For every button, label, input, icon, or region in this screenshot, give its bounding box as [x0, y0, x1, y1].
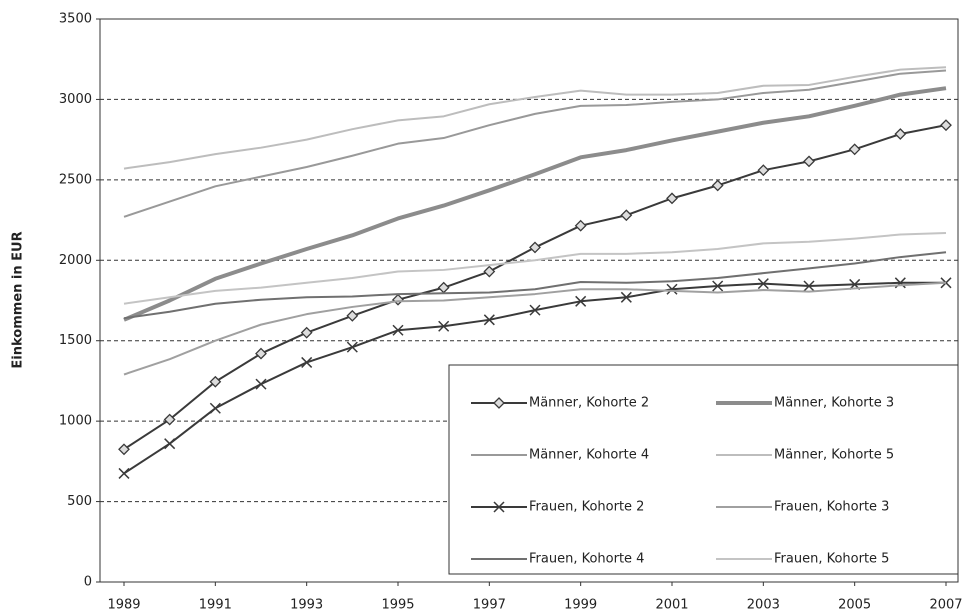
x-tick-label: 1993 [290, 598, 323, 613]
x-marker [209, 402, 221, 414]
x-tick-label: 2003 [747, 598, 780, 613]
y-tick-label: 2500 [59, 172, 92, 187]
diamond-marker [163, 413, 176, 426]
x-marker [483, 314, 495, 326]
y-tick-label: 2000 [59, 253, 92, 268]
x-marker [575, 295, 587, 307]
x-marker [346, 341, 358, 353]
y-tick-label: 1000 [59, 414, 92, 429]
diamond-marker [666, 192, 678, 205]
diamond-marker [620, 209, 633, 222]
legend-label: Männer, Kohorte 2 [529, 396, 649, 411]
y-axis-label: Einkommen in EUR [11, 231, 26, 368]
legend-box [448, 364, 959, 575]
y-tick-label: 3000 [59, 92, 92, 107]
y-tick-label: 0 [84, 575, 92, 590]
x-tick-label: 1997 [473, 598, 506, 613]
x-marker [255, 378, 267, 390]
diamond-marker [574, 219, 587, 232]
x-marker [666, 283, 678, 295]
x-marker [493, 501, 505, 513]
diamond-marker [209, 375, 222, 388]
y-tick-label: 1500 [59, 333, 92, 348]
diamond-marker [346, 309, 359, 322]
diamond-marker [392, 293, 404, 306]
x-marker [620, 291, 632, 303]
diamond-marker [437, 281, 450, 294]
y-tick-label: 3500 [59, 12, 92, 27]
series-line [123, 281, 947, 376]
legend-label: Frauen, Kohorte 4 [529, 552, 644, 567]
x-marker [392, 324, 404, 336]
diamond-marker [894, 128, 907, 140]
x-tick-label: 2007 [929, 598, 962, 613]
x-marker [301, 356, 313, 368]
diamond-marker [118, 443, 130, 456]
x-tick-label: 1995 [381, 598, 414, 613]
diamond-marker [803, 155, 815, 168]
legend-label: Männer, Kohorte 5 [774, 448, 894, 463]
legend-label: Frauen, Kohorte 5 [774, 552, 889, 567]
x-marker [803, 280, 815, 292]
diamond-marker [300, 326, 313, 339]
x-tick-label: 2005 [838, 598, 871, 613]
plot-frame [99, 18, 959, 583]
diamond-marker [483, 265, 496, 278]
diamond-marker [757, 164, 770, 177]
x-marker [529, 304, 541, 316]
series-line [123, 66, 947, 170]
x-tick-label: 2001 [655, 598, 688, 613]
x-tick-label: 1999 [564, 598, 597, 613]
diamond-marker [493, 397, 505, 409]
legend-label: Männer, Kohorte 4 [529, 448, 649, 463]
diamond-marker [529, 241, 541, 254]
legend-label: Frauen, Kohorte 3 [774, 500, 889, 515]
series-line [123, 69, 947, 218]
diamond-marker [848, 143, 861, 156]
x-tick-label: 1989 [107, 598, 140, 613]
x-marker [118, 467, 130, 479]
x-marker [712, 280, 724, 292]
diamond-marker [255, 347, 267, 360]
x-marker [757, 278, 769, 290]
diamond-marker [940, 119, 952, 132]
series-line [123, 231, 947, 305]
series-line [123, 86, 947, 322]
diamond-marker [711, 179, 724, 192]
x-marker [438, 320, 450, 332]
y-tick-label: 500 [67, 494, 92, 509]
legend-label: Frauen, Kohorte 2 [529, 500, 644, 515]
series-line [123, 251, 947, 320]
legend-label: Männer, Kohorte 3 [774, 396, 894, 411]
x-marker [164, 438, 176, 450]
x-tick-label: 1991 [199, 598, 232, 613]
legend: Männer, Kohorte 2 Männer, Kohorte 3 Männer… [448, 364, 959, 575]
